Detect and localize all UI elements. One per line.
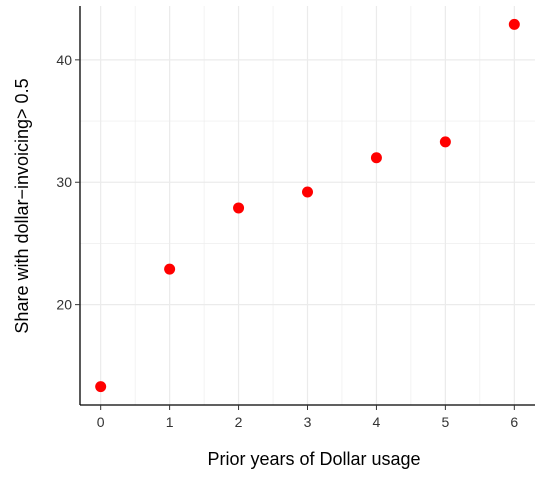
grid [80,6,535,405]
x-axis-title: Prior years of Dollar usage [207,449,420,469]
ticks: 0 1 2 3 4 5 6 20 30 40 [56,52,518,430]
y-axis-title: Share with dollar−invoicing> 0.5 [12,78,32,333]
data-points [95,18,520,393]
data-point [233,202,245,214]
x-tick-label: 5 [441,414,449,430]
x-tick-label: 4 [373,414,381,430]
data-point [508,18,520,30]
data-point [439,136,451,148]
y-tick-label: 20 [56,297,72,313]
x-tick-label: 1 [166,414,174,430]
x-tick-label: 2 [235,414,243,430]
y-tick-label: 30 [56,174,72,190]
x-tick-label: 6 [510,414,518,430]
y-tick-label: 40 [56,52,72,68]
data-point [164,263,176,275]
x-tick-label: 0 [97,414,105,430]
data-point [95,381,107,393]
data-point [302,186,313,198]
x-tick-label: 3 [304,414,312,430]
data-point [370,152,382,164]
